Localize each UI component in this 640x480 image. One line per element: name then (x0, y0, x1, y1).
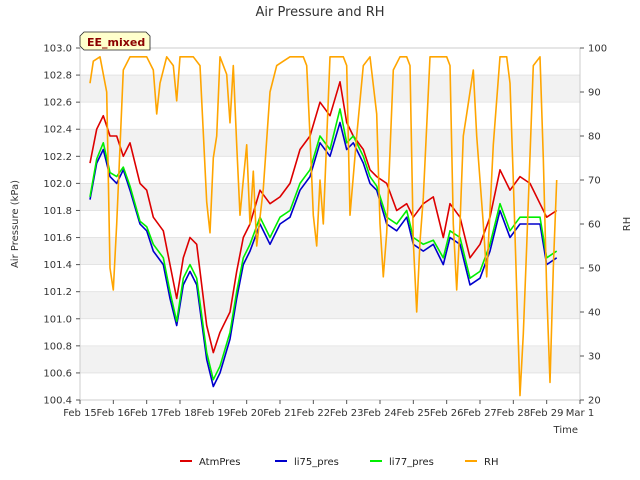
y2-tick-label: 20 (588, 396, 601, 407)
x-tick-label: Feb 25 (397, 408, 431, 419)
x-axis-label: Time (553, 425, 578, 436)
x-axis-ticks: Feb 15 Feb 16 Feb 17 Feb 18 Feb 19 Feb 20 Feb … (63, 400, 594, 419)
x-tick-label: Feb 24 (363, 408, 397, 419)
y2-tick-label: 40 (588, 308, 601, 319)
x-tick-label: Feb 21 (263, 408, 297, 419)
y2-axis-ticks: 20 30 40 50 60 70 80 90 100 (580, 44, 607, 407)
y-tick-label: 101.0 (43, 314, 72, 325)
y-tick-label: 100.8 (43, 341, 72, 352)
legend: AtmPres li75_pres li77_pres RH (180, 457, 498, 468)
y-tick-label: 102.2 (43, 152, 72, 163)
y-tick-label: 100.6 (43, 368, 72, 379)
y-axis-label: Air Pressure (kPa) (10, 180, 21, 268)
y-tick-label: 100.4 (43, 396, 72, 407)
x-tick-label: Feb 16 (97, 408, 131, 419)
y2-tick-label: 50 (588, 264, 601, 275)
badge-text: EE_mixed (87, 36, 145, 49)
y2-tick-label: 70 (588, 176, 601, 187)
y-tick-label: 101.8 (43, 206, 72, 217)
y-tick-label: 101.4 (43, 260, 72, 271)
series-line-rh (89, 56, 558, 397)
x-tick-label: Feb 15 (63, 408, 97, 419)
x-tick-label: Feb 18 (163, 408, 197, 419)
legend-label: li77_pres (389, 457, 434, 468)
grid-band (80, 237, 580, 265)
x-tick-label: Feb 26 (430, 408, 464, 419)
x-tick-label: Feb 20 (230, 408, 264, 419)
series-line-atmpres (89, 81, 558, 354)
legend-label: AtmPres (199, 457, 240, 468)
legend-label: li75_pres (294, 457, 339, 468)
series-lines (89, 56, 558, 397)
grid-band (80, 345, 580, 373)
x-tick-label: Feb 29 (530, 408, 564, 419)
grid-band (80, 183, 580, 211)
x-tick-label: Feb 19 (197, 408, 231, 419)
y-tick-label: 102.4 (43, 125, 72, 136)
x-tick-label: Feb 22 (297, 408, 331, 419)
y2-tick-label: 60 (588, 220, 601, 231)
series-line-li75-pres (89, 121, 558, 388)
y-axis-ticks: 100.4 100.6 100.8 101.0 101.2 101.4 101.6 101.8… (43, 44, 80, 407)
y-tick-label: 101.6 (43, 233, 72, 244)
badge-box (79, 31, 151, 51)
y-tick-label: 102.0 (43, 179, 72, 190)
y-tick-label: 101.2 (43, 287, 72, 298)
y-tick-label: 102.6 (43, 98, 72, 109)
y2-tick-label: 100 (588, 44, 607, 55)
y-tick-label: 102.8 (43, 71, 72, 82)
x-tick-label: Feb 28 (497, 408, 531, 419)
x-tick-label: Feb 27 (463, 408, 497, 419)
badge: EE_mixed (79, 31, 151, 51)
y2-tick-label: 30 (588, 352, 601, 363)
grid-band (80, 291, 580, 319)
y2-tick-label: 90 (588, 88, 601, 99)
y2-axis-label: RH (622, 217, 633, 231)
x-tick-label: Feb 17 (130, 408, 164, 419)
y2-tick-label: 80 (588, 132, 601, 143)
x-tick-label: Feb 23 (330, 408, 364, 419)
legend-label: RH (484, 457, 498, 468)
y-tick-label: 103.0 (43, 44, 72, 55)
x-tick-label: Mar 1 (566, 408, 594, 419)
grid-band (80, 129, 580, 157)
series-line-li77-pres (89, 108, 558, 381)
chart-title: Air Pressure and RH (255, 5, 384, 20)
